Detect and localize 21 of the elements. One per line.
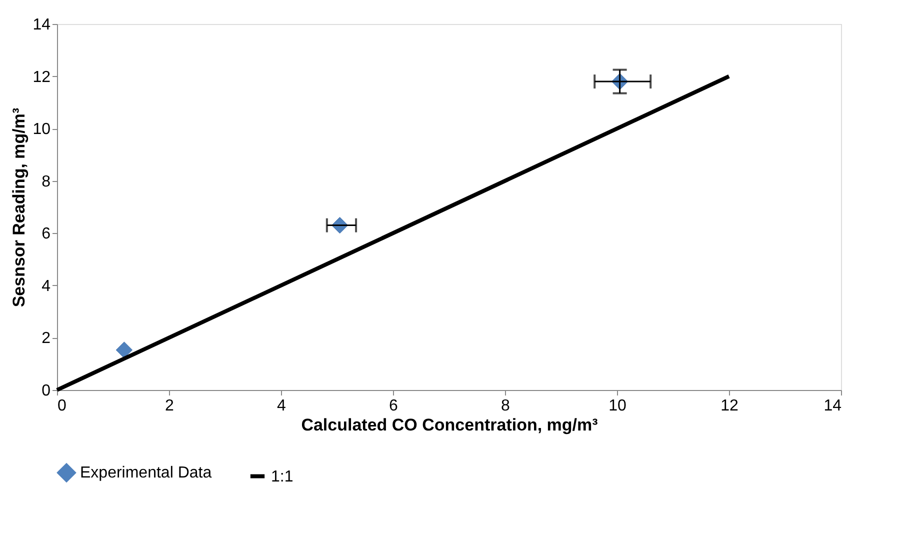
point xyxy=(116,342,133,358)
y-tick-label: 6 xyxy=(42,226,51,243)
y-tick-label: 12 xyxy=(32,68,51,86)
x-axis-title: Calculated CO Concentration, mg/m³ xyxy=(301,416,598,434)
x-tick-label: 10 xyxy=(608,398,626,414)
x-tick-label: 8 xyxy=(501,398,510,414)
y-tick-label: 8 xyxy=(42,173,51,190)
x-tick-label: 0 xyxy=(58,398,66,414)
y-axis-title: Sesnsor Reading, mg/m³ xyxy=(10,108,29,308)
x-tick-label: 2 xyxy=(165,398,174,414)
y-tick-label: 4 xyxy=(42,278,51,295)
y-tick-label: 14 xyxy=(32,16,51,34)
x-tick-label: 4 xyxy=(277,398,286,414)
legend-label: Experimental Data xyxy=(80,464,212,482)
y-tick-label: 2 xyxy=(42,330,51,348)
legend-label: 1:1 xyxy=(271,468,294,486)
y-tick-label: 10 xyxy=(32,121,51,138)
x-tick-label: 6 xyxy=(389,398,398,414)
x-tick-label: 12 xyxy=(720,398,738,414)
x-tick-label: 14 xyxy=(824,398,842,414)
y-tick-label: 0 xyxy=(42,382,51,400)
